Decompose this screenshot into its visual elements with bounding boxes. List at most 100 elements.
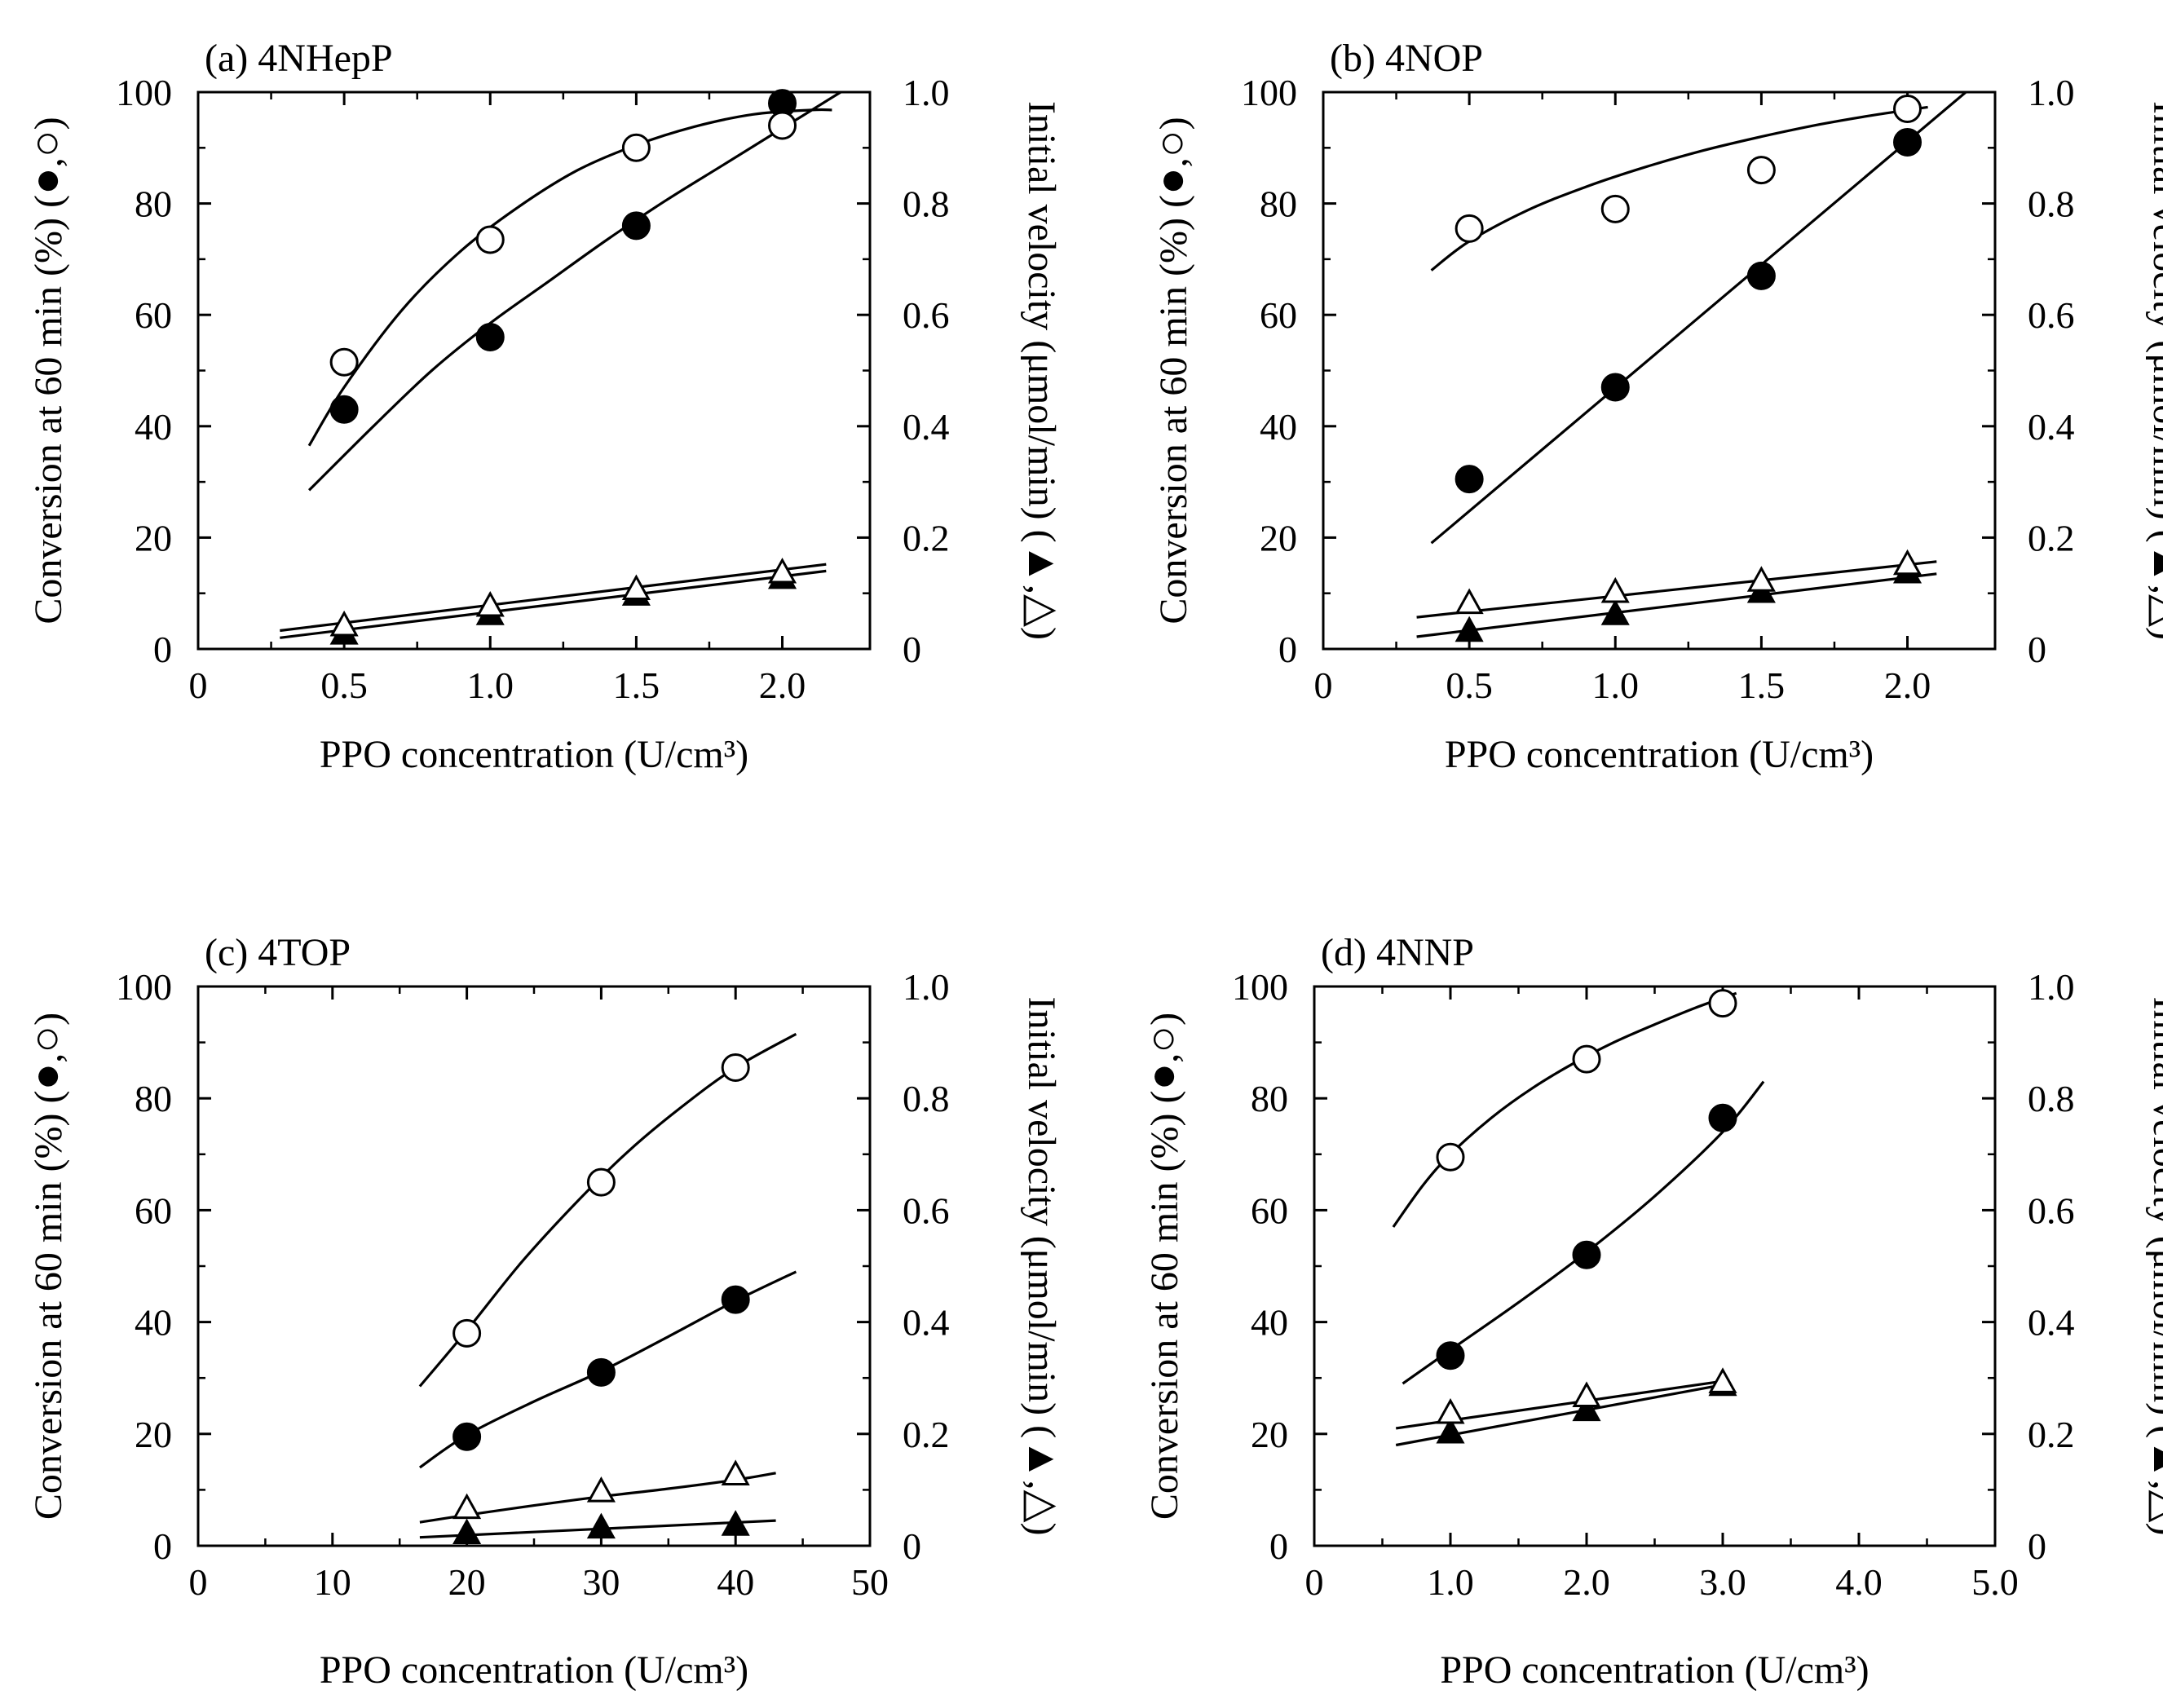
y-left-axis-title-part: Conversion at 60 min (%) ( [1143,1091,1186,1520]
y-right-axis-title-part: , [2145,1481,2163,1490]
x-tick-label: 2.0 [1884,664,1931,706]
y-right-tick-label: 0 [2028,629,2046,670]
marker-velocity-open [1892,549,1922,576]
y-left-axis-title-part: ● [1146,167,1197,195]
y-right-tick-label: 1.0 [903,72,950,113]
x-axis-title: PPO concentration (U/cm³) [320,1648,748,1692]
x-tick-label: 1.5 [1738,664,1786,706]
marker-conversion-open [768,111,797,140]
y-left-axis-title: Conversion at 60 min (%) (●,○) [1137,1013,1188,1520]
y-left-axis-title-part: ○ [21,1026,72,1053]
marker-conversion-filled [1572,1240,1601,1269]
panel-title: (a) 4NHepP [205,37,393,80]
marker-velocity-filled [1455,616,1484,642]
y-right-axis-title: Initial velocity (μmol/min) (▲,△) [1019,101,1066,640]
x-tick-label: 0.5 [320,664,368,706]
x-axis-title: PPO concentration (U/cm³) [320,733,748,776]
y-right-tick-label: 0.6 [2028,294,2075,336]
fit-filled-circle [1430,90,1967,545]
y-right-tick-label: 1.0 [2028,72,2075,113]
marker-conversion-filled [621,211,651,241]
y-right-tick-label: 0.2 [903,1414,950,1455]
y-right-tick-label: 0.6 [2028,1189,2075,1231]
panel-c: 0 10 20 30 40 50 0 20 40 60 80 100 0 0.2 0.4 0.6 0.8 1.0 (… [21,931,1066,1692]
y-left-tick-label: 20 [135,1414,172,1455]
marker-velocity-filled [1572,1395,1601,1422]
y-left-axis-title-part: Conversion at 60 min (%) ( [27,195,70,625]
y-right-tick-label: 0.6 [903,1189,950,1231]
x-tick-label: 5.0 [1971,1561,2019,1603]
y-right-axis-title: Initial velocity (μmol/min) (▲,△) [2144,996,2163,1535]
y-right-tick-label: 0.2 [2028,1414,2075,1455]
y-right-axis-title-part: ▲ [1019,1438,1066,1480]
y-left-axis-title-part: Conversion at 60 min (%) ( [1152,195,1195,625]
marker-conversion-filled [1893,127,1922,157]
x-tick-label: 2.0 [759,664,806,706]
marker-velocity-filled [586,1512,616,1539]
y-right-tick-label: 0.6 [903,294,950,336]
y-left-tick-label: 20 [135,517,172,558]
y-left-axis-title-part: Conversion at 60 min (%) ( [27,1091,70,1520]
y-left-tick-label: 40 [135,406,172,448]
fit-open-triangle [1395,1379,1730,1430]
x-tick-label: 4.0 [1835,1561,1883,1603]
fit-open-triangle [1416,560,1937,619]
x-tick-label: 10 [314,1561,351,1603]
y-left-axis-title-part: , [27,1053,70,1063]
fit-filled-circle [307,90,842,492]
marker-velocity-open [1746,566,1776,592]
marker-velocity-open [721,1459,750,1486]
panel-title: (c) 4TOP [205,931,351,974]
y-left-axis-title-part: , [1143,1053,1186,1063]
y-left-tick-label: 40 [1251,1302,1288,1344]
y-left-axis-title-part: ● [21,1063,72,1091]
y-right-axis-title-part: Initial velocity (μmol/min) ( [1020,101,1063,543]
y-left-axis-title-part: ○ [1137,1026,1188,1053]
y-left-tick-label: 100 [1241,72,1297,113]
y-right-axis-title-part: ▲ [1019,543,1066,585]
marker-conversion-open [1600,194,1630,223]
y-left-axis-title-part: ) [1152,117,1195,130]
marker-conversion-open [1436,1142,1465,1172]
plot-frame [196,90,872,651]
y-left-tick-label: 60 [1251,1189,1288,1231]
y-left-tick-label: 100 [116,72,172,113]
y-right-axis-title-part: △ [2144,1490,2163,1523]
marker-conversion-filled [1455,465,1484,494]
y-right-axis-title-part: Initial velocity (μmol/min) ( [1020,996,1063,1438]
y-right-axis-title-part: ) [2145,1523,2163,1536]
y-right-axis-title-part: △ [1019,1490,1066,1523]
marker-velocity-filled [1436,1417,1465,1444]
y-right-axis-title-part: , [1020,585,1063,594]
marker-conversion-filled [475,323,505,352]
marker-conversion-filled [1600,373,1630,402]
y-left-axis-title: Conversion at 60 min (%) (●,○) [21,117,72,624]
y-left-axis-title-part: , [27,157,70,167]
y-right-tick-label: 0.8 [903,183,950,225]
y-right-axis-title-part: ) [2145,627,2163,640]
y-left-tick-label: 80 [135,1078,172,1119]
y-right-tick-label: 0.4 [903,1302,950,1344]
marker-conversion-open [1455,214,1484,243]
y-right-tick-label: 1.0 [903,966,950,1008]
x-axis-title: PPO concentration (U/cm³) [1440,1648,1869,1692]
marker-velocity-open [1600,576,1630,603]
x-tick-label: 40 [717,1561,754,1603]
fit-filled-triangle [1416,572,1937,638]
marker-velocity-open [329,610,359,637]
y-left-tick-label: 20 [1251,1414,1288,1455]
y-right-axis-title: Initial velocity (μmol/min) (▲,△) [2144,101,2163,640]
marker-conversion-open [1572,1044,1601,1074]
y-left-tick-label: 40 [1260,406,1297,448]
fit-filled-triangle [1395,1382,1730,1447]
y-right-tick-label: 0 [903,629,921,670]
y-right-axis-title-part: ) [1020,627,1063,640]
fit-filled-circle [1402,1080,1765,1385]
panel-d: 0 1.0 2.0 3.0 4.0 5.002040608010000.20.40.60.… [1137,931,2163,1692]
x-tick-label: 20 [448,1561,486,1603]
marker-velocity-open [1455,588,1484,615]
x-tick-label: 1.0 [467,664,514,706]
panel-title: (d) 4NNP [1321,931,1474,974]
panel-b: 0 0.5 1.0 1.5 2.0 0 20 40 60 80 100 0 0.2 0.4 0.6 0.8 1.… [1146,37,2163,776]
